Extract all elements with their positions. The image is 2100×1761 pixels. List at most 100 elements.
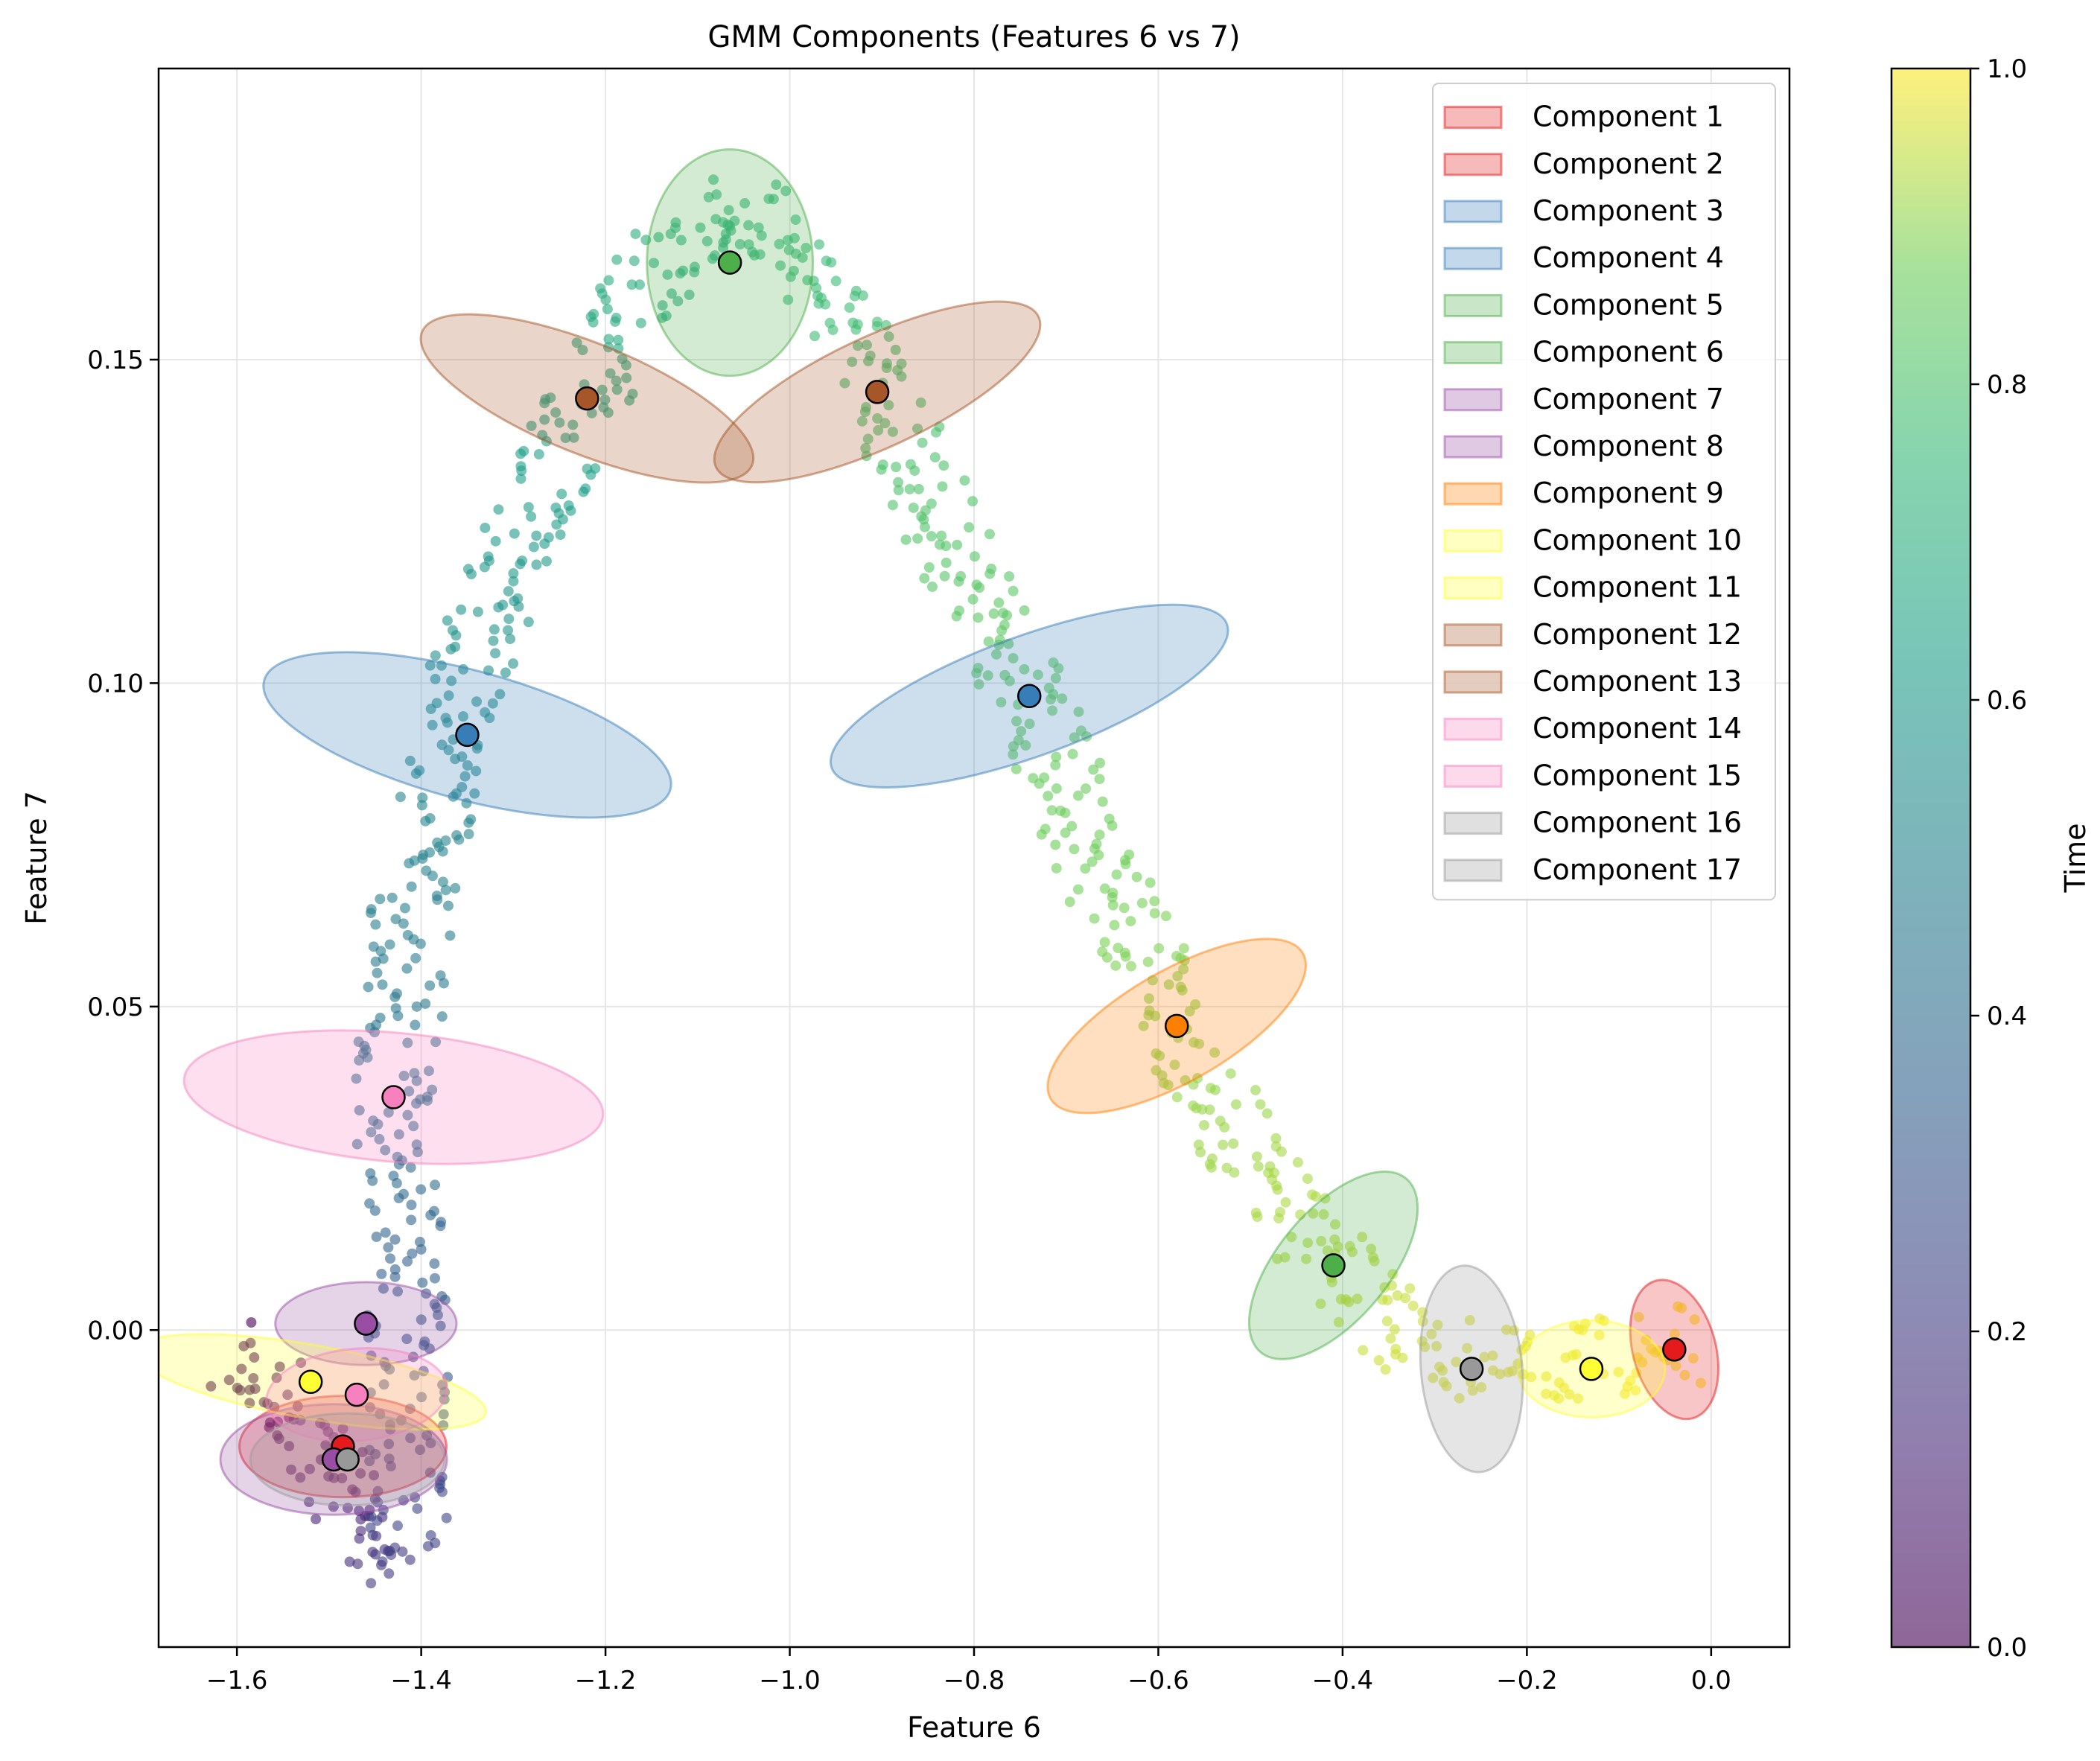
trajectory-point (913, 483, 924, 494)
trajectory-point (590, 463, 601, 474)
trajectory-point (554, 417, 565, 428)
trajectory-point (1125, 961, 1136, 972)
component-mean-8 (354, 1311, 378, 1336)
trajectory-point (1149, 896, 1160, 907)
trajectory-point (753, 222, 764, 233)
trajectory-point (490, 535, 501, 547)
trajectory-point (366, 1578, 377, 1589)
trajectory-point (430, 650, 441, 661)
trajectory-point (1008, 741, 1019, 752)
y-axis-label: Feature 7 (20, 791, 53, 925)
trajectory-point (993, 597, 1005, 608)
trajectory-point (1286, 1232, 1297, 1243)
trajectory-point (489, 624, 500, 635)
trajectory-point (1057, 693, 1068, 704)
legend-label-11: Component 11 (1533, 571, 1742, 604)
trajectory-point (1011, 716, 1022, 727)
trajectory-point (432, 837, 443, 848)
trajectory-point (1382, 1295, 1393, 1306)
trajectory-point (893, 485, 904, 496)
trajectory-point (398, 1070, 410, 1081)
trajectory-point (380, 1144, 391, 1156)
trajectory-point (1172, 971, 1183, 982)
trajectory-point (406, 881, 417, 892)
trajectory-point (1119, 902, 1130, 914)
trajectory-point (893, 477, 904, 488)
trajectory-point (508, 658, 519, 669)
trajectory-point (611, 375, 622, 386)
component-mean-9 (1164, 1013, 1189, 1039)
trajectory-point (711, 189, 722, 200)
trajectory-point (273, 1433, 284, 1445)
trajectory-point (1229, 1167, 1240, 1178)
trajectory-point (370, 1549, 381, 1560)
trajectory-point (844, 302, 855, 313)
legend-swatch-12 (1443, 623, 1503, 647)
legend-label-12: Component 12 (1533, 618, 1742, 651)
trajectory-point (409, 855, 420, 866)
trajectory-point (871, 321, 882, 332)
trajectory-point (365, 1522, 376, 1533)
trajectory-point (392, 1286, 404, 1297)
trajectory-point (1150, 1010, 1161, 1022)
trajectory-point (629, 255, 640, 267)
trajectory-point (235, 1385, 246, 1396)
legend-label-10: Component 10 (1533, 523, 1742, 556)
trajectory-point (1326, 1276, 1337, 1287)
trajectory-point (1541, 1388, 1552, 1399)
legend-label-3: Component 3 (1533, 194, 1724, 227)
trajectory-point (1072, 884, 1084, 895)
trajectory-point (919, 521, 930, 532)
trajectory-point (372, 967, 383, 978)
trajectory-point (1064, 897, 1075, 908)
trajectory-point (580, 483, 591, 494)
trajectory-point (1407, 1300, 1419, 1311)
trajectory-point (494, 689, 506, 700)
trajectory-point (419, 1336, 430, 1347)
x-tick-label: −1.2 (575, 1666, 637, 1695)
trajectory-point (856, 415, 868, 427)
legend-swatch-13 (1443, 670, 1503, 694)
trajectory-point (448, 625, 459, 636)
trajectory-point (471, 696, 483, 707)
trajectory-point (1050, 760, 1061, 771)
component-mean-4 (1016, 684, 1042, 709)
trajectory-point (378, 1283, 389, 1294)
trajectory-point (996, 697, 1007, 708)
trajectory-point (1136, 897, 1148, 908)
trajectory-point (967, 496, 979, 507)
trajectory-point (1302, 1238, 1314, 1249)
trajectory-point (1178, 964, 1189, 975)
trajectory-point (1318, 1209, 1329, 1220)
trajectory-point (1177, 984, 1188, 996)
trajectory-point (249, 1383, 261, 1395)
trajectory-point (1154, 1050, 1165, 1061)
trajectory-point (1209, 1084, 1221, 1095)
trajectory-point (206, 1381, 217, 1392)
trajectory-point (1687, 1353, 1699, 1364)
trajectory-point (366, 1511, 377, 1522)
trajectory-point (1251, 1151, 1262, 1162)
trajectory-point (1019, 605, 1030, 616)
trajectory-point (364, 1456, 375, 1467)
trajectory-point (541, 555, 552, 567)
trajectory-point (797, 252, 808, 263)
trajectory-point (431, 891, 442, 902)
trajectory-point (1016, 726, 1027, 737)
trajectory-point (695, 222, 706, 233)
trajectory-point (503, 586, 514, 597)
trajectory-point (1613, 1366, 1624, 1378)
trajectory-point (1002, 610, 1013, 621)
trajectory-point (409, 1370, 420, 1381)
trajectory-point (1008, 652, 1019, 663)
trajectory-point (873, 424, 884, 436)
trajectory-point (443, 690, 454, 701)
trajectory-point (424, 813, 436, 824)
trajectory-point (1343, 1296, 1355, 1308)
legend-swatch-8 (1443, 435, 1503, 459)
trajectory-point (1109, 920, 1120, 931)
component-mean-6 (1321, 1253, 1346, 1278)
trajectory-point (1276, 1146, 1287, 1157)
trajectory-point (364, 1198, 375, 1209)
trajectory-point (1358, 1345, 1369, 1356)
